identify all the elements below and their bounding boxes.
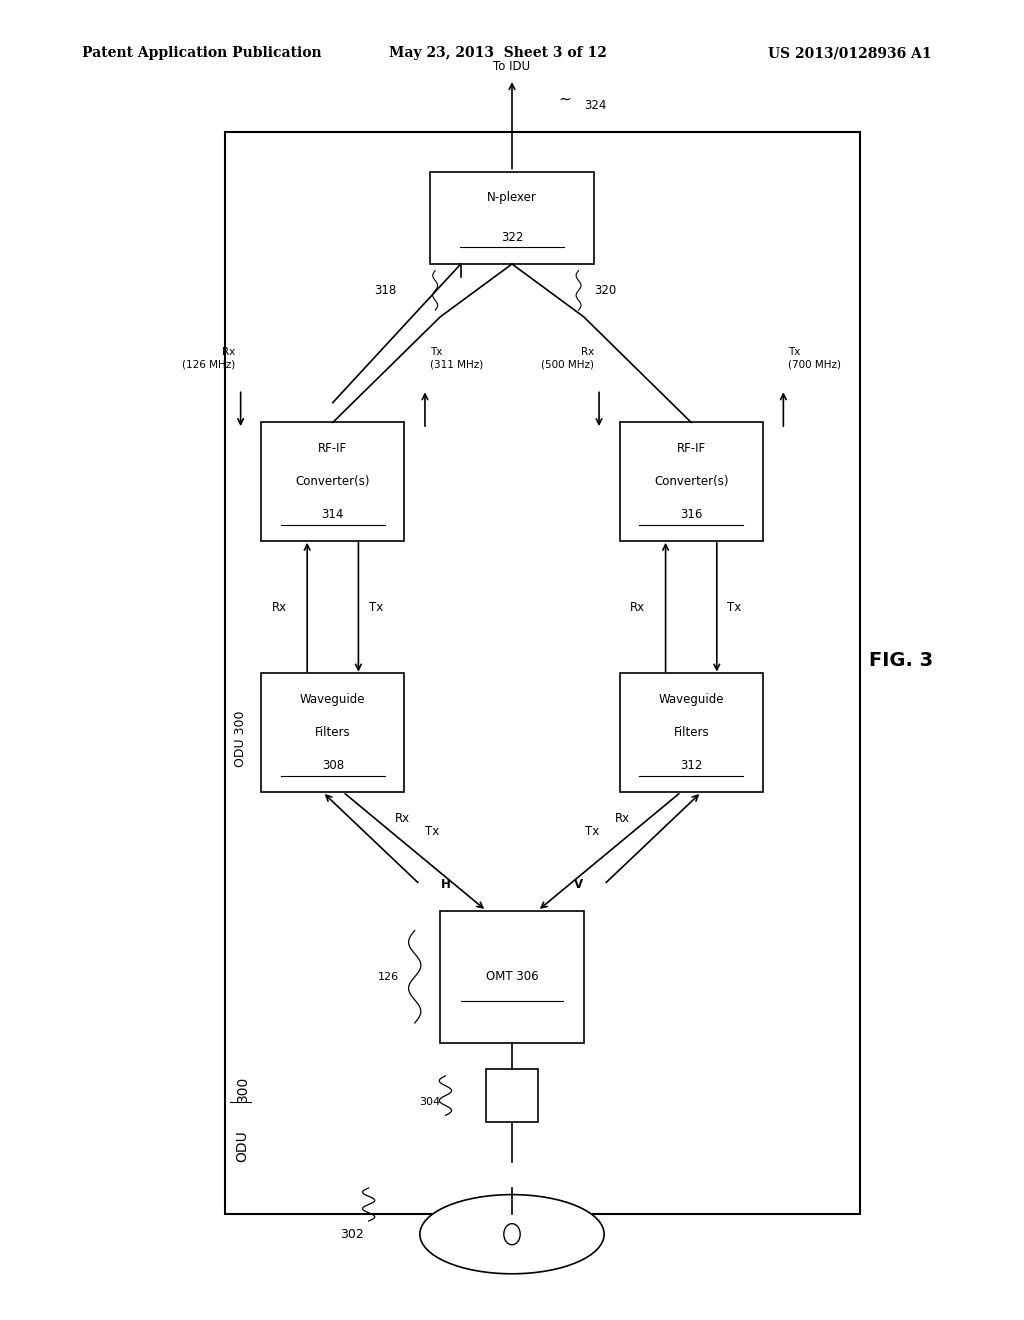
Bar xyxy=(620,673,763,792)
Text: 322: 322 xyxy=(501,231,523,244)
Text: 318: 318 xyxy=(374,284,396,297)
Text: Tx: Tx xyxy=(727,601,741,614)
Text: RF-IF: RF-IF xyxy=(677,442,706,455)
Text: 126: 126 xyxy=(378,972,399,982)
Text: ODU 300: ODU 300 xyxy=(234,711,247,767)
Text: Rx
(500 MHz): Rx (500 MHz) xyxy=(541,347,594,370)
Bar xyxy=(430,172,594,264)
Text: Tx
(700 MHz): Tx (700 MHz) xyxy=(788,347,842,370)
Text: FIG. 3: FIG. 3 xyxy=(869,651,933,669)
Text: RF-IF: RF-IF xyxy=(318,442,347,455)
Text: ODU: ODU xyxy=(236,1130,250,1162)
Text: 320: 320 xyxy=(594,284,616,297)
Text: 304: 304 xyxy=(419,1097,440,1107)
Text: 316: 316 xyxy=(680,508,702,521)
Text: Rx: Rx xyxy=(630,601,645,614)
Text: Tx
(311 MHz): Tx (311 MHz) xyxy=(430,347,483,370)
Text: Rx: Rx xyxy=(271,601,287,614)
Bar xyxy=(261,673,404,792)
Bar xyxy=(620,422,763,541)
Text: ~: ~ xyxy=(558,91,570,107)
Text: Filters: Filters xyxy=(315,726,350,739)
Text: Rx: Rx xyxy=(394,812,410,825)
Text: 302: 302 xyxy=(340,1228,364,1241)
Text: 308: 308 xyxy=(322,759,344,772)
Bar xyxy=(440,911,584,1043)
Text: Waveguide: Waveguide xyxy=(658,693,724,706)
Text: May 23, 2013  Sheet 3 of 12: May 23, 2013 Sheet 3 of 12 xyxy=(389,46,607,61)
Text: To IDU: To IDU xyxy=(494,59,530,73)
Text: Filters: Filters xyxy=(674,726,709,739)
Text: H: H xyxy=(440,878,451,891)
Bar xyxy=(486,1069,538,1122)
Text: Waveguide: Waveguide xyxy=(300,693,366,706)
Text: 314: 314 xyxy=(322,508,344,521)
Text: N-plexer: N-plexer xyxy=(487,191,537,205)
Text: 312: 312 xyxy=(680,759,702,772)
Text: Rx
(126 MHz): Rx (126 MHz) xyxy=(182,347,236,370)
Text: OMT 306: OMT 306 xyxy=(485,970,539,983)
Text: V: V xyxy=(574,878,583,891)
Text: 300: 300 xyxy=(236,1076,250,1102)
Text: Tx: Tx xyxy=(585,825,599,838)
Bar xyxy=(225,132,860,1214)
Text: Converter(s): Converter(s) xyxy=(296,475,370,488)
Text: Rx: Rx xyxy=(614,812,630,825)
Text: 324: 324 xyxy=(584,99,606,112)
Text: Patent Application Publication: Patent Application Publication xyxy=(82,46,322,61)
Text: Tx: Tx xyxy=(369,601,383,614)
Ellipse shape xyxy=(420,1195,604,1274)
Bar xyxy=(261,422,404,541)
Text: Tx: Tx xyxy=(425,825,439,838)
Text: US 2013/0128936 A1: US 2013/0128936 A1 xyxy=(768,46,932,61)
Circle shape xyxy=(504,1224,520,1245)
Text: Converter(s): Converter(s) xyxy=(654,475,728,488)
